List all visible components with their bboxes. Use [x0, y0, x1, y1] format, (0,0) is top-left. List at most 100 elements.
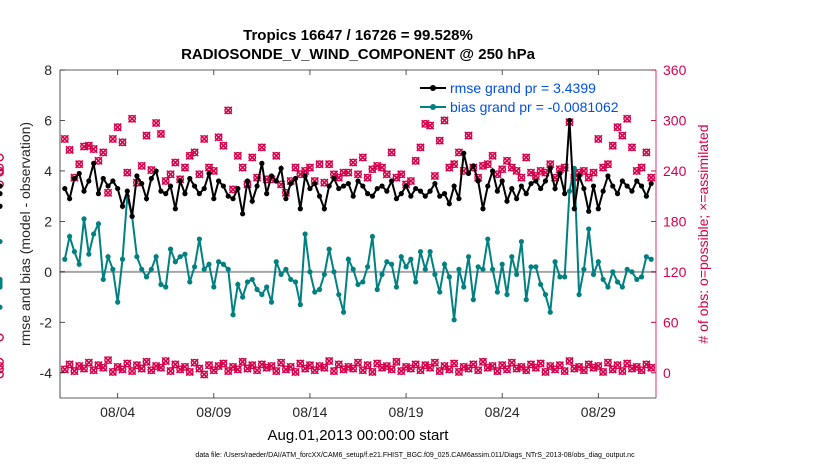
bias-point — [533, 264, 539, 270]
obs-possible-circle — [483, 160, 492, 169]
obs-count-marker — [84, 358, 94, 367]
obs-possible-circle — [392, 357, 401, 366]
obs-assimilated-cross — [344, 168, 353, 177]
y2-tick-label: 240 — [663, 163, 687, 179]
obs-assimilated-cross — [219, 141, 228, 150]
obs-assimilated-cross — [219, 359, 228, 368]
obs-possible-circle — [94, 156, 103, 165]
bias-point — [475, 264, 481, 270]
bias-point — [167, 246, 174, 252]
obs-count-marker — [0, 363, 4, 370]
obs-count-marker — [382, 170, 392, 179]
obs-possible-circle — [450, 160, 459, 169]
obs-count-marker — [0, 181, 4, 189]
rmse-point — [638, 183, 645, 189]
obs-possible-circle — [0, 370, 4, 379]
bias-point — [374, 286, 380, 293]
bias-point — [485, 236, 491, 242]
obs-possible-circle — [416, 366, 425, 375]
obs-assimilated-cross — [262, 363, 271, 372]
rmse-point — [288, 180, 294, 187]
obs-possible-circle — [349, 158, 358, 167]
obs-assimilated-cross — [387, 148, 396, 157]
obs-possible-circle — [450, 359, 459, 368]
rmse-point — [403, 183, 409, 189]
obs-count-marker — [0, 366, 4, 374]
bias-point — [196, 236, 202, 242]
obs-assimilated-cross — [161, 356, 170, 366]
obs-possible-circle — [560, 163, 569, 172]
bias-point — [91, 231, 97, 237]
obs-count-marker — [440, 116, 449, 125]
obs-count-marker — [627, 143, 637, 152]
obs-assimilated-cross — [103, 355, 113, 365]
obs-assimilated-cross — [65, 360, 74, 369]
rmse-point — [542, 178, 549, 184]
obs-count-marker — [579, 166, 589, 176]
obs-assimilated-cross — [272, 366, 281, 376]
bias-point — [312, 289, 318, 295]
obs-assimilated-cross — [647, 173, 656, 182]
obs-assimilated-cross — [589, 363, 598, 372]
obs-count-marker — [324, 160, 334, 169]
obs-possible-circle — [118, 365, 127, 374]
bias-point — [504, 291, 510, 298]
obs-assimilated-cross — [502, 365, 512, 374]
chart-subtitle: RADIOSONDE_V_WIND_COMPONENT @ 250 hPa — [181, 46, 535, 63]
rmse-point — [379, 183, 385, 189]
obs-count-marker — [272, 366, 281, 376]
rmse-point — [76, 170, 82, 177]
obs-possible-circle — [416, 143, 425, 152]
bias-point — [566, 188, 573, 194]
bias-point — [562, 274, 568, 280]
bias-point — [115, 299, 121, 305]
rmse-point — [240, 211, 246, 217]
obs-count-marker — [353, 358, 363, 367]
obs-assimilated-cross — [473, 366, 483, 375]
rmse-point — [249, 198, 255, 204]
obs-possible-circle — [315, 160, 324, 169]
obs-possible-circle — [608, 141, 617, 150]
rmse-point — [451, 183, 457, 189]
obs-count-marker — [449, 359, 459, 368]
bias-point — [134, 254, 140, 260]
obs-possible-circle — [426, 363, 434, 372]
obs-count-marker — [238, 163, 247, 172]
obs-possible-circle — [75, 160, 84, 169]
obs-possible-circle — [157, 130, 165, 138]
obs-assimilated-cross — [363, 173, 372, 182]
obs-count-marker — [579, 366, 589, 375]
obs-possible-circle — [435, 367, 444, 375]
obs-possible-circle — [157, 363, 165, 372]
obs-possible-circle — [166, 170, 175, 179]
rmse-point — [571, 206, 577, 212]
obs-assimilated-cross — [151, 118, 161, 128]
obs-assimilated-cross — [344, 362, 353, 372]
bias-point — [278, 271, 284, 277]
rmse-point — [115, 185, 121, 192]
obs-possible-circle — [354, 170, 362, 179]
obs-possible-circle — [435, 136, 444, 145]
bias-point — [389, 261, 395, 267]
bias-point — [201, 266, 207, 272]
obs-possible-circle — [152, 119, 161, 127]
obs-count-marker — [377, 163, 387, 172]
rmse-point — [413, 185, 419, 192]
obs-possible-circle — [238, 163, 247, 172]
obs-possible-circle — [464, 364, 473, 373]
rmse-point — [408, 193, 414, 199]
obs-count-marker — [483, 160, 492, 169]
obs-possible-circle — [642, 148, 651, 157]
obs-assimilated-cross — [320, 363, 329, 372]
obs-assimilated-cross — [166, 170, 175, 179]
obs-possible-circle — [498, 361, 507, 370]
obs-assimilated-cross — [498, 165, 507, 174]
rmse-point — [119, 203, 126, 209]
obs-possible-circle — [363, 361, 372, 370]
obs-count-marker — [252, 173, 262, 182]
bias-point — [355, 281, 361, 288]
obs-assimilated-cross — [113, 123, 122, 132]
bias-point — [71, 249, 78, 255]
obs-assimilated-cross — [555, 165, 565, 174]
obs-possible-circle — [233, 151, 242, 160]
